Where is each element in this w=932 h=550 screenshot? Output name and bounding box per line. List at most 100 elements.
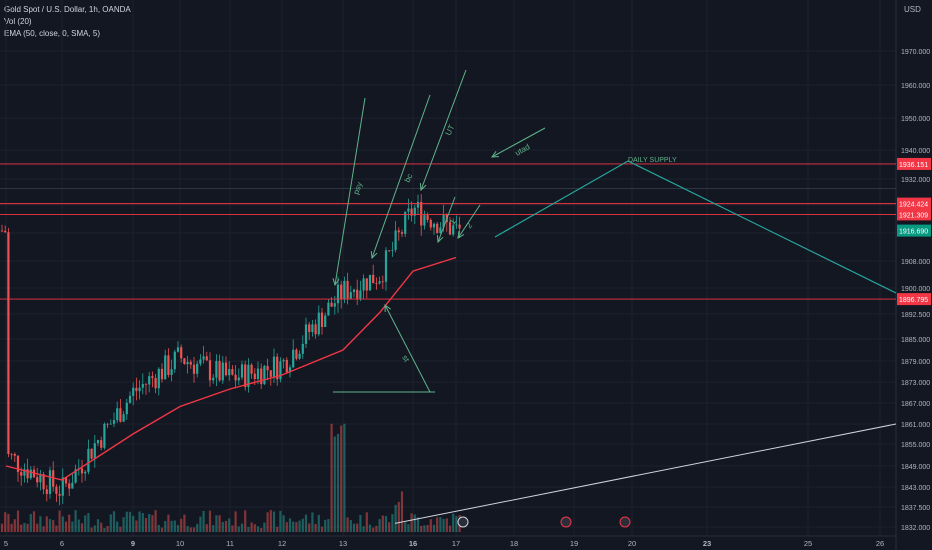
volume-bar: [375, 525, 378, 532]
x-tick-label: 11: [226, 539, 234, 548]
volume-bar: [154, 510, 157, 532]
candle-body: [330, 302, 333, 307]
volume-bar: [32, 511, 36, 532]
volume-bar: [55, 525, 58, 532]
point-1-arrow-head: [436, 234, 444, 244]
volume-bar: [231, 525, 234, 532]
candle-body: [365, 278, 368, 291]
candle-body: [420, 201, 423, 226]
y-tick-label: 1940.000: [901, 148, 930, 155]
candle-body: [208, 360, 212, 381]
candle-body: [170, 369, 173, 375]
candle-body: [148, 376, 151, 385]
candle-body: [71, 482, 74, 489]
volume-bar: [304, 514, 308, 532]
candle-body: [122, 414, 125, 422]
y-tick-label: 1879.000: [901, 359, 930, 366]
volume-bar: [202, 510, 205, 532]
volume-bar: [272, 511, 276, 532]
volume-bar: [288, 518, 292, 532]
candle-body: [231, 369, 234, 375]
volume-bar: [208, 510, 212, 532]
y-tick-label: 1960.000: [901, 83, 930, 90]
volume-bar: [384, 516, 388, 532]
volume-bar: [4, 512, 7, 532]
volume-bar: [109, 514, 112, 532]
symbol-title[interactable]: Gold Spot / U.S. Dollar, 1h, OANDA: [4, 5, 131, 14]
volume-bar: [429, 519, 432, 532]
x-tick-label: 10: [176, 539, 184, 548]
price-label-text: 1916.690: [899, 229, 928, 236]
candle-body: [388, 250, 391, 252]
candle-body: [282, 359, 285, 362]
volume-bar: [71, 521, 74, 532]
candle-body: [253, 373, 256, 380]
volume-bar: [237, 526, 240, 532]
candle-body: [157, 368, 160, 389]
volume-bar: [240, 523, 244, 532]
volume-bar: [39, 516, 42, 532]
candle-body: [109, 423, 112, 425]
ema-line: [5, 256, 457, 481]
volume-bar: [26, 523, 29, 532]
price-label-text: 1921.309: [899, 212, 928, 219]
volume-bar: [234, 511, 237, 532]
volume-bar: [90, 527, 93, 532]
candle-body: [132, 387, 135, 396]
candle-body: [314, 324, 317, 335]
volume-bar: [45, 516, 48, 532]
volume-bar: [378, 519, 381, 532]
candle-body: [279, 361, 282, 380]
volume-bar: [196, 523, 199, 532]
candle-body: [128, 395, 132, 403]
point-1-arrow: [437, 196, 456, 243]
candle-body: [320, 312, 324, 328]
candle-body: [202, 356, 205, 360]
ema-indicator-label[interactable]: EMA (50, close, 0, SMA, 5): [4, 29, 101, 38]
candle-body: [381, 281, 384, 283]
candle-body: [42, 474, 45, 490]
candle-body: [295, 349, 298, 359]
candle-body: [327, 302, 330, 316]
candle-body: [164, 355, 167, 380]
volume-bar: [439, 517, 442, 532]
candle-body: [100, 440, 103, 448]
volume-bar: [250, 522, 253, 532]
chart-legend: Gold Spot / U.S. Dollar, 1h, OANDA Vol (…: [4, 4, 131, 40]
volume-bar: [442, 518, 445, 532]
x-tick-label: 20: [628, 539, 636, 548]
annotation-label-daily-supply: DAILY SUPPLY: [628, 157, 677, 164]
volume-bar: [317, 514, 320, 532]
candle-body: [64, 477, 68, 484]
volume-bar: [253, 524, 256, 532]
candle-body: [26, 469, 29, 479]
candle-body: [340, 284, 343, 300]
annotation-label-psy: psy: [351, 181, 364, 196]
candle-body: [372, 274, 375, 284]
volume-bar: [189, 527, 192, 532]
candle-body: [356, 289, 359, 299]
y-tick-label: 1867.000: [901, 401, 930, 408]
st-arrow: [384, 304, 431, 393]
candle-body: [429, 219, 432, 228]
x-tick-label: 12: [278, 539, 286, 548]
candle-body: [391, 249, 394, 251]
candle-body: [90, 448, 93, 459]
x-tick-label: 6: [60, 539, 64, 548]
volume-bar: [330, 423, 333, 532]
volume-indicator-label[interactable]: Vol (20): [4, 17, 32, 26]
x-tick-label: 17: [452, 539, 460, 548]
volume-bar: [292, 521, 295, 532]
candle-body: [103, 423, 106, 448]
volume-bar: [148, 513, 151, 532]
candle-body: [362, 278, 365, 291]
y-tick-label: 1950.000: [901, 116, 930, 123]
candle-body: [176, 347, 180, 352]
volume-bar: [365, 512, 368, 532]
candle-body: [39, 474, 42, 483]
volume-bar: [151, 515, 154, 532]
annotation-label-1: 1: [448, 217, 458, 226]
candle-body: [135, 387, 138, 392]
price-label-tag: [897, 157, 931, 170]
